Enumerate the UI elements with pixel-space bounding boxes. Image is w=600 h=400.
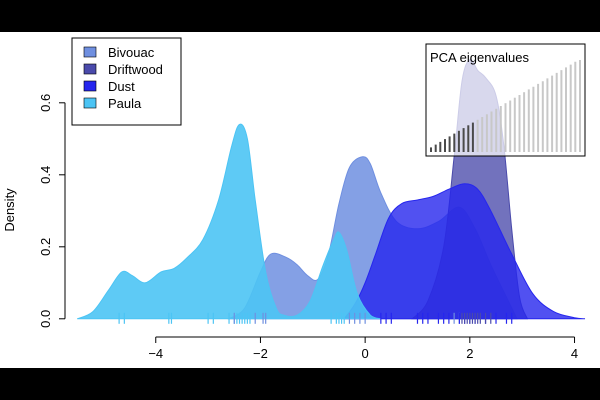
- density-area-dust: [343, 183, 586, 320]
- density-chart: −4 −2 0 2 4 0.0 0.2 0.4 0.6 Density Bivouac Drif…: [2, 37, 586, 361]
- pca-eigenvalues-inset: PCA eigenvalues: [425, 43, 586, 157]
- legend-swatch-bivouac: [83, 46, 97, 58]
- y-tick-label: 0.0: [38, 310, 53, 328]
- legend: Bivouac Driftwood Dust Paula: [71, 37, 182, 126]
- legend-swatch-paula: [83, 97, 97, 109]
- y-tick-label: 0.6: [38, 94, 53, 112]
- x-tick-label: −4: [148, 346, 163, 361]
- x-tick-label: 0: [362, 346, 369, 361]
- y-axis: 0.0 0.2 0.4 0.6: [38, 94, 66, 328]
- legend-label-driftwood: Driftwood: [108, 62, 163, 77]
- legend-swatch-driftwood: [83, 63, 97, 75]
- legend-label-paula: Paula: [108, 96, 142, 111]
- y-axis-label: Density: [2, 188, 17, 232]
- x-axis: −4 −2 0 2 4: [148, 336, 578, 361]
- axes: −4 −2 0 2 4 0.0 0.2 0.4 0.6 Density: [2, 94, 578, 361]
- inset-bars: [430, 60, 581, 152]
- density-area-paula: [76, 123, 381, 320]
- y-tick-label: 0.2: [38, 238, 53, 256]
- x-tick-label: 2: [466, 346, 473, 361]
- legend-label-dust: Dust: [108, 79, 135, 94]
- x-tick-label: −2: [253, 346, 268, 361]
- rug-marks: [118, 312, 513, 324]
- legend-label-bivouac: Bivouac: [108, 45, 155, 60]
- inset-title: PCA eigenvalues: [430, 50, 530, 65]
- legend-swatch-dust: [83, 80, 97, 92]
- x-tick-label: 4: [571, 346, 578, 361]
- y-tick-label: 0.4: [38, 166, 53, 184]
- plot-panel: −4 −2 0 2 4 0.0 0.2 0.4 0.6 Density Bivouac Drif…: [0, 32, 600, 368]
